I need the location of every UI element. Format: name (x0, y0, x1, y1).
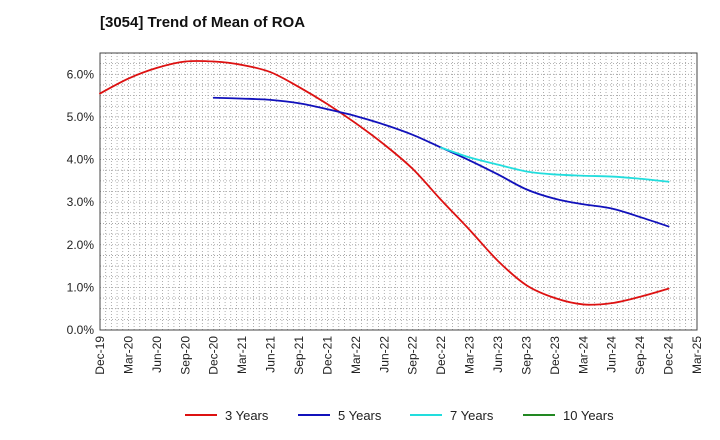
x-tick-label: Mar-25 (690, 336, 704, 374)
x-tick-label: Dec-19 (93, 336, 107, 375)
legend-label-3-years: 3 Years (225, 408, 269, 423)
x-tick-label: Sep-20 (178, 336, 192, 375)
x-tick-label: Mar-20 (121, 336, 135, 374)
y-tick-label: 6.0% (67, 67, 95, 81)
x-tick-label: Dec-23 (548, 336, 562, 375)
series-line-7-years (440, 146, 670, 183)
x-tick-label: Dec-24 (662, 336, 676, 375)
y-tick-label: 1.0% (67, 280, 95, 294)
legend-layer: 3 Years 5 Years 7 Years 10 Years (185, 408, 614, 423)
x-tick-label: Jun-23 (491, 336, 505, 373)
series-line-3-years (99, 60, 670, 306)
x-tick-label: Sep-22 (406, 336, 420, 375)
series-layer (99, 60, 670, 306)
y-tick-label: 2.0% (67, 238, 95, 252)
x-tick-label: Mar-24 (576, 336, 590, 374)
x-tick-label: Sep-21 (292, 336, 306, 375)
x-tick-label: Sep-23 (519, 336, 533, 375)
x-tick-label: Jun-21 (264, 336, 278, 373)
legend-label-5-years: 5 Years (338, 408, 382, 423)
y-tick-label: 4.0% (67, 153, 95, 167)
x-tick-label: Dec-20 (207, 336, 221, 375)
legend-label-10-years: 10 Years (563, 408, 614, 423)
x-tick-label: Dec-22 (434, 336, 448, 375)
axis-layer: 0.0% 1.0% 2.0% 3.0% 4.0% 5.0% 6.0% Dec-19 Mar-20… (67, 52, 704, 375)
grid-layer (99, 52, 698, 331)
x-tick-label: Dec-21 (320, 336, 334, 375)
legend-label-7-years: 7 Years (450, 408, 494, 423)
y-tick-label: 0.0% (67, 323, 95, 337)
x-tick-label: Mar-21 (235, 336, 249, 374)
y-tick-label: 5.0% (67, 110, 95, 124)
y-tick-label: 3.0% (67, 195, 95, 209)
chart-title: [3054] Trend of Mean of ROA (100, 14, 306, 31)
x-tick-label: Jun-24 (605, 336, 619, 373)
x-tick-label: Jun-20 (150, 336, 164, 373)
x-tick-label: Sep-24 (633, 336, 647, 375)
plot-frame (99, 52, 698, 331)
x-tick-label: Jun-22 (377, 336, 391, 373)
x-tick-label: Mar-23 (463, 336, 477, 374)
x-tick-label: Mar-22 (349, 336, 363, 374)
